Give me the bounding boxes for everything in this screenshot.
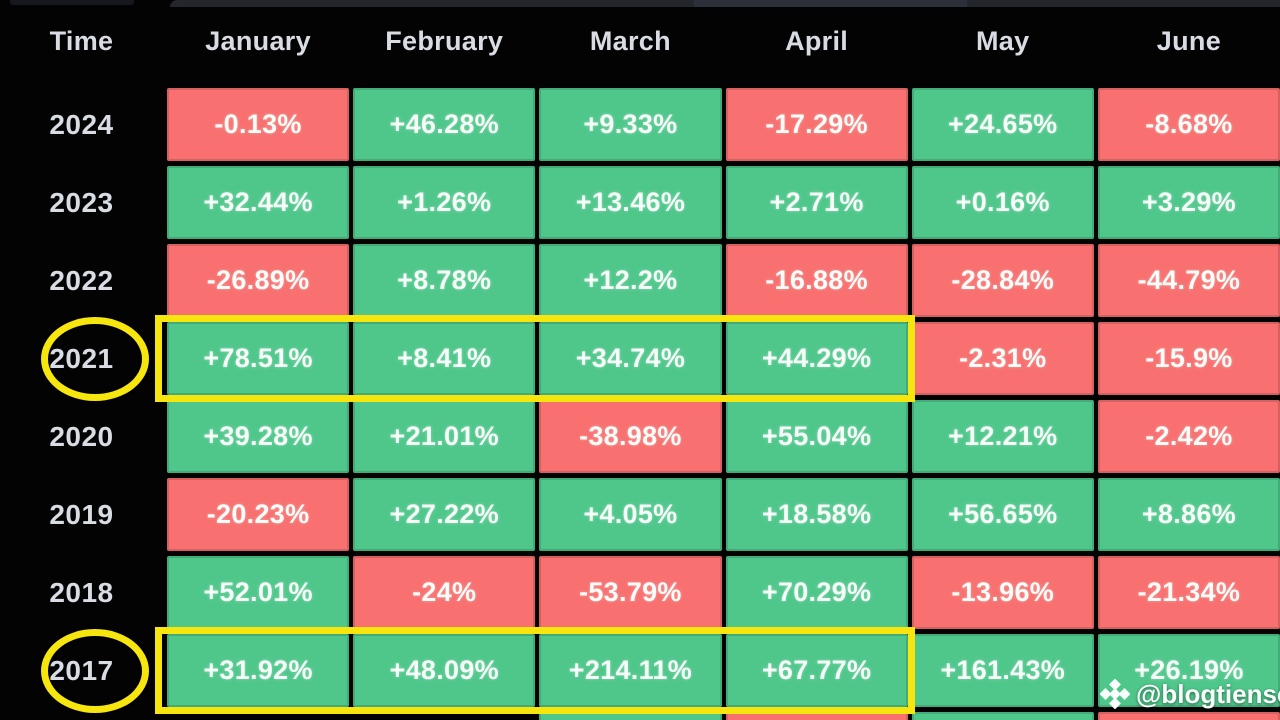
cell-2021-april: +44.29% bbox=[725, 322, 908, 395]
cell-2023-march: +13.46% bbox=[539, 166, 722, 239]
cell-2019-may: +56.65% bbox=[911, 478, 1094, 551]
column-header-time: Time bbox=[49, 26, 114, 56]
watermark-handle: @blogtienso bbox=[1136, 678, 1280, 709]
cell-2018-june: -21.34% bbox=[1097, 556, 1280, 629]
cell-2023-april: +2.71% bbox=[725, 166, 908, 239]
year-label-2023: 2023 bbox=[49, 186, 114, 218]
year-label-2024: 2024 bbox=[49, 108, 114, 140]
cell-2021-february: +8.41% bbox=[353, 322, 536, 395]
cell-2022-april: -16.88% bbox=[725, 244, 908, 317]
cell-2019-january: -20.23% bbox=[167, 478, 350, 551]
cell-2020-march: -38.98% bbox=[539, 400, 722, 473]
partial-row-cell-march bbox=[539, 712, 722, 720]
year-label-2018: 2018 bbox=[49, 576, 114, 608]
cell-2024-april: -17.29% bbox=[725, 88, 908, 161]
cell-2020-june: -2.42% bbox=[1097, 400, 1280, 473]
top-bar-tab-fragment bbox=[694, 0, 967, 7]
cell-2022-january: -26.89% bbox=[167, 244, 350, 317]
year-label-2019: 2019 bbox=[49, 498, 114, 530]
top-bar-fragment-left bbox=[10, 0, 134, 5]
cell-2023-january: +32.44% bbox=[167, 166, 350, 239]
cell-2023-may: +0.16% bbox=[911, 166, 1094, 239]
cell-2022-march: +12.2% bbox=[539, 244, 722, 317]
cell-2017-march: +214.11% bbox=[539, 634, 722, 707]
cell-2017-may: +161.43% bbox=[911, 634, 1094, 707]
cell-2024-june: -8.68% bbox=[1097, 88, 1280, 161]
year-label-2021: 2021 bbox=[49, 342, 114, 374]
partial-row-cell-may bbox=[911, 712, 1094, 720]
cell-2018-march: -53.79% bbox=[539, 556, 722, 629]
cell-2018-february: -24% bbox=[353, 556, 536, 629]
partial-row-cell-february bbox=[353, 712, 535, 720]
column-header-may: May bbox=[976, 26, 1030, 56]
year-label-2022: 2022 bbox=[49, 264, 114, 296]
cell-2022-june: -44.79% bbox=[1097, 244, 1280, 317]
cell-2018-january: +52.01% bbox=[167, 556, 350, 629]
cell-2021-june: -15.9% bbox=[1097, 322, 1280, 395]
column-header-march: March bbox=[589, 26, 671, 56]
top-bar-fragment bbox=[170, 0, 1280, 7]
partial-row-cell-january bbox=[167, 712, 349, 720]
cell-2020-may: +12.21% bbox=[911, 400, 1094, 473]
binance-diamond-icon bbox=[1100, 679, 1130, 709]
cell-2019-march: +4.05% bbox=[539, 478, 722, 551]
partial-row-cell-april bbox=[725, 712, 908, 720]
cell-2017-january: +31.92% bbox=[167, 634, 350, 707]
column-header-january: January bbox=[205, 26, 311, 56]
cell-2022-february: +8.78% bbox=[353, 244, 536, 317]
cell-2020-january: +39.28% bbox=[167, 400, 350, 473]
cell-2024-may: +24.65% bbox=[911, 88, 1094, 161]
year-label-2020: 2020 bbox=[49, 420, 114, 452]
column-header-june: June bbox=[1156, 26, 1222, 56]
partial-row-year-label bbox=[0, 712, 163, 720]
cell-2019-april: +18.58% bbox=[725, 478, 908, 551]
watermark: @blogtienso bbox=[1100, 676, 1280, 712]
cell-2018-may: -13.96% bbox=[911, 556, 1094, 629]
cell-2017-april: +67.77% bbox=[725, 634, 908, 707]
cell-2019-february: +27.22% bbox=[353, 478, 536, 551]
cell-2024-january: -0.13% bbox=[167, 88, 350, 161]
cell-2023-february: +1.26% bbox=[353, 166, 536, 239]
column-header-april: April bbox=[785, 26, 849, 56]
cell-2021-march: +34.74% bbox=[539, 322, 722, 395]
year-label-2017: 2017 bbox=[49, 654, 114, 686]
cell-2020-february: +21.01% bbox=[353, 400, 536, 473]
cell-2021-january: +78.51% bbox=[167, 322, 350, 395]
partial-row-cell-june bbox=[1097, 712, 1280, 720]
cell-2022-may: -28.84% bbox=[911, 244, 1094, 317]
cell-2019-june: +8.86% bbox=[1097, 478, 1280, 551]
cell-2018-april: +70.29% bbox=[725, 556, 908, 629]
cell-2023-june: +3.29% bbox=[1097, 166, 1280, 239]
cell-2017-february: +48.09% bbox=[353, 634, 536, 707]
cell-2024-march: +9.33% bbox=[539, 88, 722, 161]
cell-2021-may: -2.31% bbox=[911, 322, 1094, 395]
cell-2024-february: +46.28% bbox=[353, 88, 536, 161]
cell-2020-april: +55.04% bbox=[725, 400, 908, 473]
column-header-february: February bbox=[385, 26, 504, 56]
